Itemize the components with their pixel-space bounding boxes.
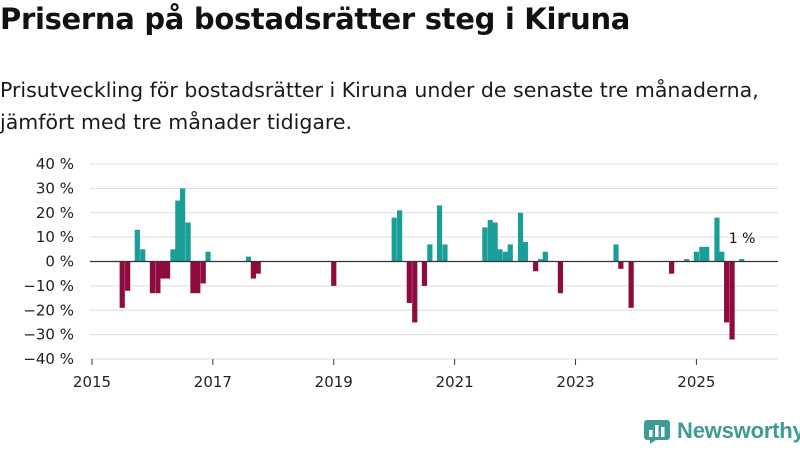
- bar: [533, 261, 539, 272]
- y-tick-label: 20 %: [36, 204, 74, 222]
- bar: [250, 261, 256, 279]
- bars: [119, 188, 745, 340]
- y-tick-label: 30 %: [36, 179, 74, 197]
- bar: [497, 249, 503, 262]
- bar: [517, 212, 524, 262]
- newsworthy-logo: Newsworthy: [644, 418, 800, 444]
- x-axis-ticks: 2015 2017 2019 2021 2023 2025: [73, 359, 715, 391]
- gridlines: [90, 163, 778, 360]
- bar: [185, 222, 191, 262]
- bar: [492, 222, 498, 262]
- bar: [699, 246, 705, 262]
- bar: [714, 217, 720, 262]
- chart-title: Priserna på bostadsrätter steg i Kiruna: [0, 2, 631, 36]
- bar: [200, 261, 206, 284]
- bar: [542, 251, 548, 262]
- x-tick-label: 2021: [436, 373, 474, 391]
- y-tick-label: −20 %: [23, 301, 74, 319]
- bar: [205, 251, 211, 262]
- bar: [724, 261, 730, 323]
- bar: [155, 261, 161, 294]
- y-axis-ticks: 40 % 30 % 20 % 10 % 0 % −10 % −20 % −30 % −40 %: [23, 155, 74, 368]
- y-tick-label: −40 %: [23, 350, 74, 368]
- y-tick-label: 40 %: [36, 155, 74, 173]
- bar: [190, 261, 196, 294]
- x-tick-label: 2015: [73, 373, 111, 391]
- bar: [507, 244, 513, 262]
- bar: [140, 249, 146, 262]
- bar: [557, 261, 564, 294]
- bar: [628, 261, 634, 308]
- bar: [427, 244, 433, 262]
- bar: [255, 261, 261, 274]
- bar: [245, 256, 252, 262]
- bar: [160, 261, 166, 279]
- x-tick-label: 2023: [556, 373, 594, 391]
- x-tick-label: 2019: [315, 373, 353, 391]
- bar: [684, 259, 690, 262]
- bar: [436, 205, 443, 262]
- bar: [149, 261, 156, 294]
- bar: [613, 244, 619, 262]
- bar: [522, 242, 528, 262]
- bar: [125, 261, 131, 291]
- bar: [170, 249, 176, 262]
- bar: [704, 246, 710, 262]
- y-tick-label: 0 %: [45, 253, 74, 271]
- bar: [175, 200, 181, 262]
- bar: [391, 217, 397, 262]
- bar: [180, 188, 186, 262]
- bar: [739, 259, 745, 262]
- bar: [482, 227, 488, 262]
- y-tick-label: −30 %: [23, 326, 74, 344]
- bar: [164, 261, 171, 279]
- bar: [487, 220, 493, 262]
- bar: [618, 261, 624, 269]
- bar: [134, 229, 140, 262]
- bar: [719, 251, 725, 262]
- latest-value-label: 1 %: [729, 231, 756, 247]
- bar: [693, 251, 700, 262]
- bar: [669, 261, 675, 274]
- y-tick-label: −10 %: [23, 277, 74, 295]
- brand-name: Newsworthy: [677, 418, 800, 443]
- bar: [195, 261, 201, 294]
- chart-subtitle: Prisutveckling för bostadsrätter i Kirun…: [0, 78, 759, 134]
- bar: [502, 251, 509, 262]
- bar: [397, 210, 403, 262]
- annotations: 1 %: [729, 231, 756, 247]
- bar: [331, 261, 337, 286]
- bar: [442, 244, 448, 262]
- y-tick-label: 10 %: [36, 228, 74, 246]
- bar: [119, 261, 125, 308]
- bar: [412, 261, 418, 323]
- x-tick-label: 2017: [194, 373, 232, 391]
- bar: [729, 261, 735, 340]
- bar: [537, 259, 544, 262]
- x-tick-label: 2025: [677, 373, 715, 391]
- bar: [421, 261, 428, 286]
- newsworthy-chart-icon: [644, 420, 670, 444]
- bar: [406, 261, 412, 303]
